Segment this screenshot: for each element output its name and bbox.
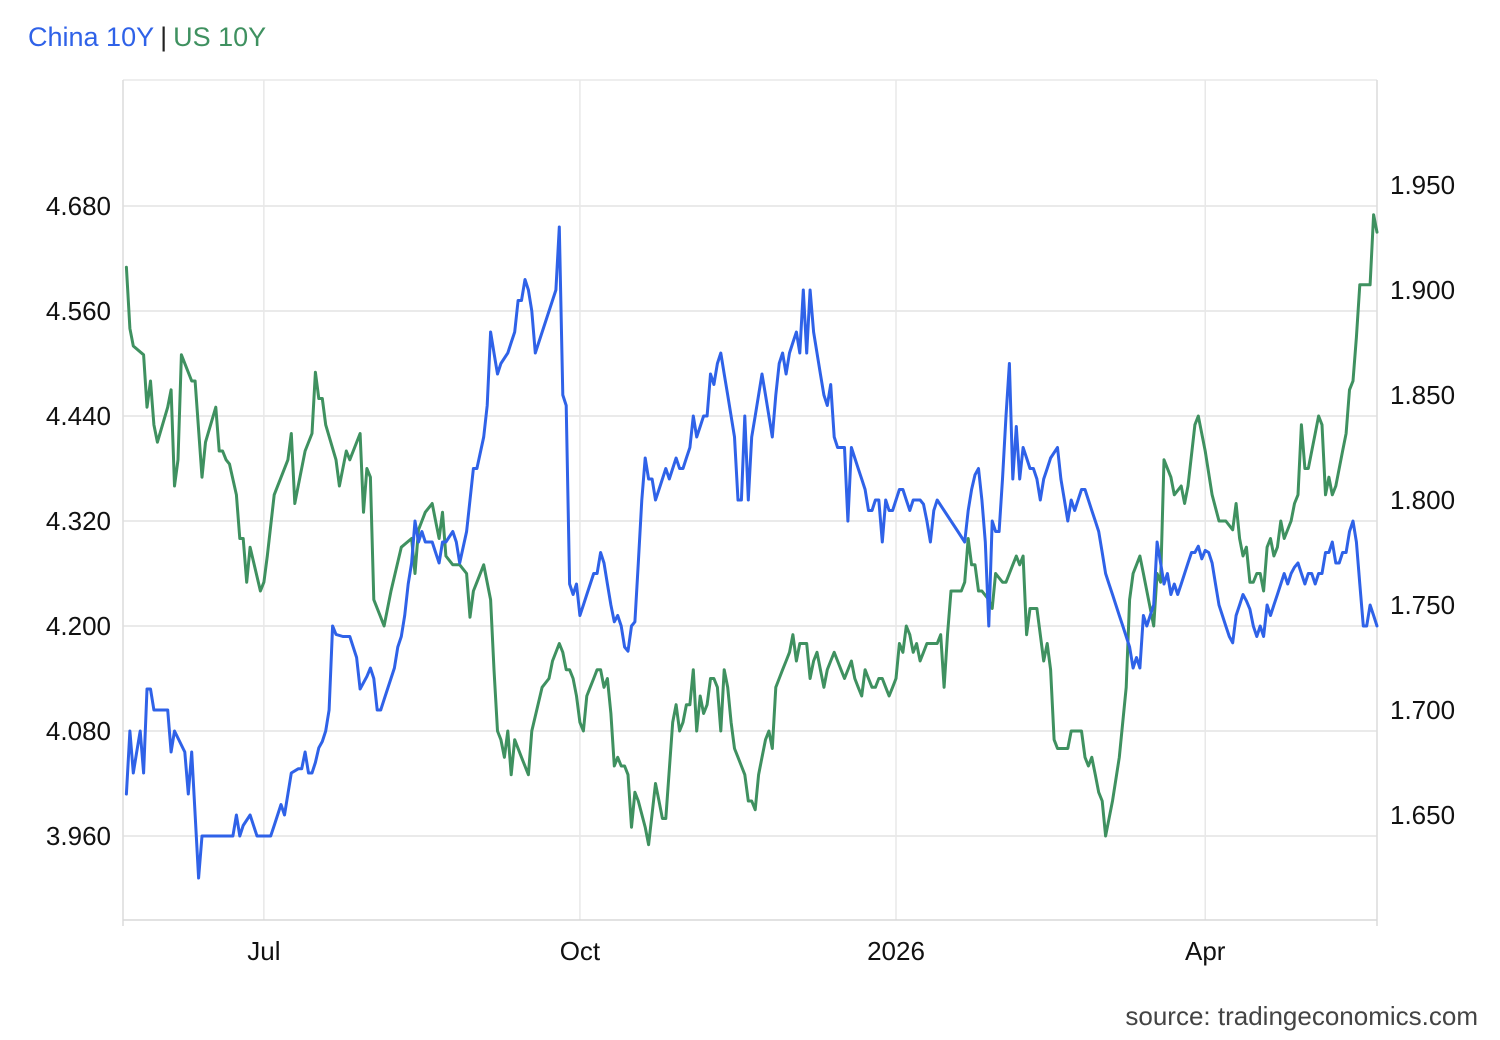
y-tick-label-right: 1.850 (1390, 380, 1455, 410)
legend-item[interactable]: US 10Y (173, 22, 267, 52)
x-tick-label: Jul (247, 936, 280, 966)
y-tick-label-left: 4.080 (46, 716, 111, 746)
y-tick-label-left: 4.560 (46, 296, 111, 326)
y-tick-label-left: 4.680 (46, 191, 111, 221)
y-tick-label-left: 4.320 (46, 506, 111, 536)
y-tick-label-right: 1.700 (1390, 695, 1455, 725)
legend-separator: | (160, 22, 168, 52)
series-line-china-10y (124, 225, 1379, 880)
y-tick-label-left: 4.440 (46, 401, 111, 431)
x-tick-label: Apr (1185, 936, 1226, 966)
x-tick-label: 2026 (867, 936, 925, 966)
y-tick-label-right: 1.750 (1390, 590, 1455, 620)
x-tick-label: Oct (560, 936, 601, 966)
y-tick-label-left: 3.960 (46, 821, 111, 851)
y-tick-label-left: 4.200 (46, 611, 111, 641)
y-tick-label-right: 1.950 (1390, 170, 1455, 200)
legend-item[interactable]: China 10Y (28, 22, 155, 52)
series-line-us-10y (124, 213, 1379, 847)
y-tick-label-right: 1.650 (1390, 800, 1455, 830)
y-tick-label-right: 1.900 (1390, 275, 1455, 305)
y-tick-label-right: 1.800 (1390, 485, 1455, 515)
source-credit: source: tradingeconomics.com (1125, 1001, 1478, 1031)
chart-legend: China 10Y | US 10Y (28, 22, 266, 53)
